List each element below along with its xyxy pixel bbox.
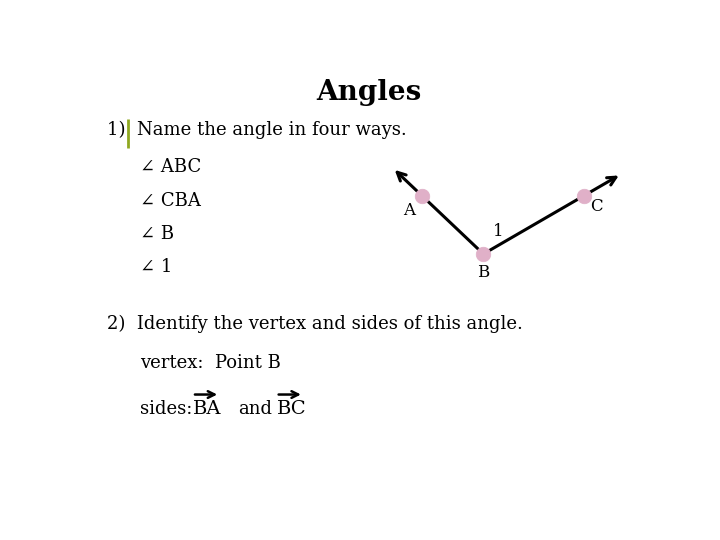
Text: BC: BC <box>277 400 307 417</box>
Text: 1: 1 <box>493 222 504 240</box>
Text: B: B <box>477 265 490 281</box>
Text: ∠ CBA: ∠ CBA <box>140 192 201 210</box>
Text: BA: BA <box>193 400 222 417</box>
Point <box>477 249 489 258</box>
Point <box>578 192 590 200</box>
Text: C: C <box>590 198 603 215</box>
Text: ∠ B: ∠ B <box>140 225 174 243</box>
Text: ∠ 1: ∠ 1 <box>140 258 173 276</box>
Text: 1)  Name the angle in four ways.: 1) Name the angle in four ways. <box>107 121 407 139</box>
Text: ∠ ABC: ∠ ABC <box>140 158 202 177</box>
Text: A: A <box>403 202 415 219</box>
Text: sides:: sides: <box>140 400 192 417</box>
Point <box>416 192 428 200</box>
Text: and: and <box>238 400 272 417</box>
Text: Angles: Angles <box>316 79 422 106</box>
Text: vertex:  Point B: vertex: Point B <box>140 354 281 372</box>
Text: 2)  Identify the vertex and sides of this angle.: 2) Identify the vertex and sides of this… <box>107 314 523 333</box>
